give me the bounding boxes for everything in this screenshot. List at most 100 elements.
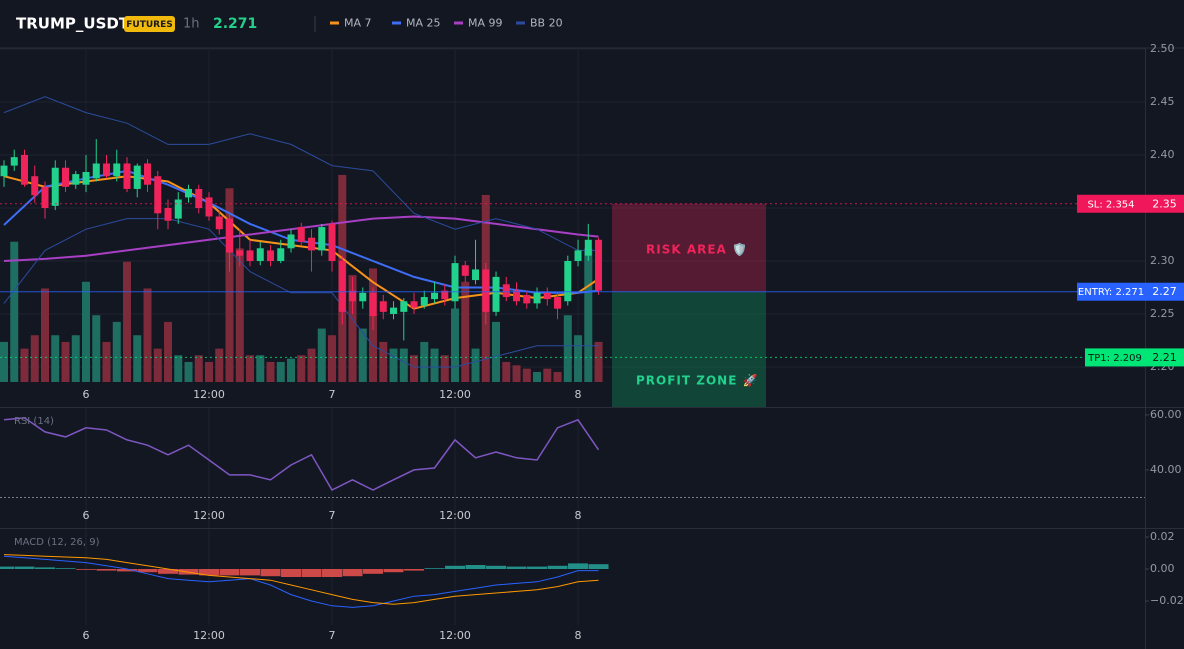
- histogram-bar: [506, 566, 527, 569]
- y-tick-label: 2.50: [1150, 42, 1175, 55]
- volume-bar: [574, 335, 583, 382]
- candle-body: [133, 165, 141, 189]
- legend-entry: BB 20: [530, 17, 563, 30]
- candle-body: [513, 290, 521, 302]
- volume-bar: [420, 341, 429, 382]
- volume-bar: [102, 341, 111, 382]
- candle-body: [164, 208, 172, 221]
- x-tick-label: 6: [83, 629, 90, 642]
- candle-body: [369, 292, 377, 317]
- risk-zone: [612, 203, 766, 292]
- candle-body: [82, 171, 90, 185]
- level-label-bg: [1077, 194, 1145, 213]
- candle-body: [338, 260, 346, 312]
- volume-bar: [451, 308, 460, 382]
- candle-body: [20, 155, 28, 185]
- volume-bar: [10, 241, 19, 382]
- volume-bar: [358, 328, 367, 382]
- volume-bar: [112, 321, 121, 382]
- candle-body: [308, 237, 316, 251]
- candle-body: [215, 216, 223, 230]
- interval: 1h: [183, 17, 200, 32]
- candle-body: [246, 250, 254, 261]
- histogram-bar: [568, 563, 589, 569]
- legend-entry: MA 99: [468, 17, 503, 30]
- candle-body: [379, 301, 387, 312]
- y-tick-label: 2.40: [1150, 148, 1175, 161]
- volume-bar: [512, 365, 521, 382]
- candle-body: [523, 294, 531, 304]
- candle-body: [92, 163, 100, 179]
- y-tick-label: 0.02: [1150, 530, 1175, 543]
- candle-body: [543, 292, 551, 300]
- histogram-bar: [424, 568, 445, 569]
- volume-bar: [430, 348, 439, 382]
- axis-label-bg: [1145, 194, 1184, 213]
- histogram-bar: [404, 569, 425, 571]
- candle-body: [51, 167, 59, 206]
- volume-bar: [410, 355, 419, 382]
- x-tick-label: 7: [329, 388, 336, 401]
- candle-body: [349, 290, 357, 302]
- volume-bar: [266, 361, 275, 382]
- volume-bar: [307, 348, 316, 382]
- histogram-bar: [35, 567, 56, 569]
- candle-body: [441, 290, 449, 300]
- histogram-bar: [199, 569, 220, 576]
- candle-body: [451, 263, 459, 302]
- candle-body: [328, 223, 336, 261]
- histogram-bar: [588, 564, 609, 569]
- histogram-bar: [137, 569, 158, 573]
- volume-bar: [256, 355, 265, 382]
- candle-body: [185, 188, 193, 198]
- candle-body: [154, 176, 162, 214]
- volume-bar: [153, 348, 162, 382]
- candle-body: [431, 292, 439, 300]
- volume-bar: [348, 275, 357, 382]
- candle-body: [62, 167, 70, 187]
- volume-bar: [379, 341, 388, 382]
- y-tick-label: 2.25: [1150, 307, 1175, 320]
- x-tick-label: 8: [575, 509, 582, 522]
- histogram-bar: [486, 565, 507, 569]
- volume-bar: [123, 261, 132, 382]
- volume-bar: [328, 335, 337, 382]
- candle-body: [461, 265, 469, 276]
- x-tick-label: 8: [575, 629, 582, 642]
- volume-bar: [20, 348, 29, 382]
- candle-body: [492, 276, 500, 312]
- macd-title: MACD (12, 26, 9): [14, 537, 100, 548]
- badge: FUTURES: [126, 20, 172, 30]
- volume-bar: [30, 335, 39, 382]
- histogram-bar: [117, 569, 138, 572]
- histogram-bar: [55, 568, 76, 569]
- x-tick-label: 8: [575, 388, 582, 401]
- axis-price-label: 2.27: [1152, 285, 1177, 298]
- volume-bar: [502, 361, 511, 382]
- volume-bar: [246, 355, 255, 382]
- histogram-bar: [260, 569, 281, 577]
- indicator-line: [3, 96, 599, 251]
- volume-bar: [471, 348, 480, 382]
- candle-body: [267, 250, 275, 261]
- last-price: 2.271: [213, 16, 257, 32]
- indicator-line-lower: [3, 218, 599, 368]
- volume-bar: [297, 355, 306, 382]
- y-tick-label: 2.45: [1150, 95, 1175, 108]
- candle-body: [359, 292, 367, 302]
- x-tick-label: 12:00: [193, 388, 225, 401]
- risk-area-label: RISK AREA 🛡️: [646, 243, 748, 257]
- histogram-bar: [445, 565, 466, 569]
- level-label: SL: 2.354: [1087, 199, 1134, 210]
- histogram-bar: [281, 569, 302, 577]
- volume-bar: [174, 355, 183, 382]
- y-tick-label: −0.02: [1150, 594, 1184, 607]
- candle-body: [256, 248, 264, 261]
- candle-body: [502, 284, 510, 298]
- volume-bar: [194, 355, 203, 382]
- level-label: ENTRY: 2.271: [1078, 287, 1144, 298]
- x-tick-label: 12:00: [439, 629, 471, 642]
- volume-bar: [164, 321, 173, 382]
- candle-body: [482, 269, 490, 312]
